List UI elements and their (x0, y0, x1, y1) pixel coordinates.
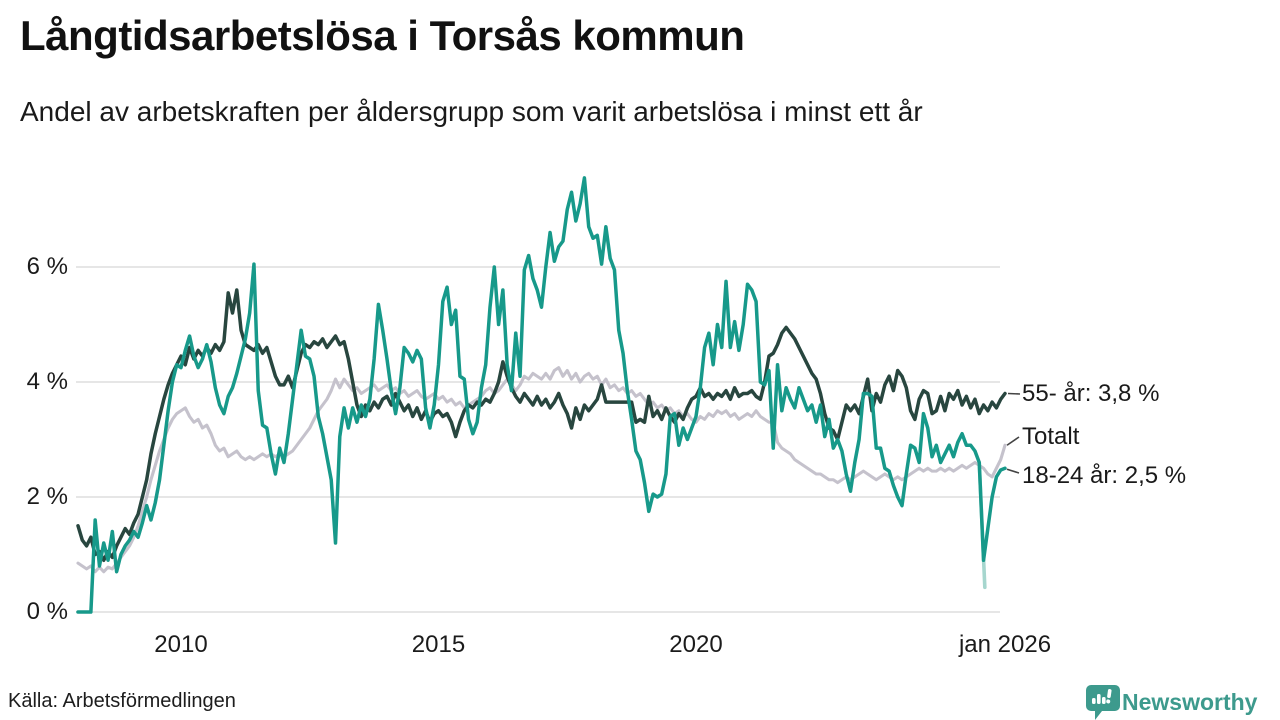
y-axis-tick-label: 6 % (26, 253, 68, 280)
series-label-18-24-ar: 18-24 år: 2,5 % (1022, 462, 1187, 489)
label-connector (1007, 392, 1021, 395)
label-connector (1006, 436, 1020, 446)
x-axis-tick-label: 2015 (411, 631, 466, 658)
x-axis-tick-label: 2020 (669, 631, 723, 658)
label-connector (1006, 468, 1020, 474)
series-label-55-ar: 55- år: 3,8 % (1022, 380, 1160, 407)
x-axis-tick-label: 2010 (154, 631, 208, 658)
x-axis-tick-label: jan 2026 (958, 631, 1052, 658)
page-title: Långtidsarbetslösa i Torsås kommun (20, 12, 745, 59)
page-subtitle: Andel av arbetskraften per åldersgrupp s… (20, 96, 923, 127)
y-axis-tick-label: 0 % (26, 598, 68, 625)
series-line-55-r (76, 288, 1007, 562)
brand-name: Newsworthy (1122, 689, 1258, 715)
series-label-totalt: Totalt (1022, 423, 1080, 450)
y-axis-tick-label: 2 % (26, 483, 68, 510)
source-note: Källa: Arbetsförmedlingen (8, 690, 236, 712)
series-line-18-24-r (76, 176, 1007, 614)
newsworthy-logo-icon (1086, 685, 1120, 720)
y-axis-tick-label: 4 % (26, 368, 68, 395)
